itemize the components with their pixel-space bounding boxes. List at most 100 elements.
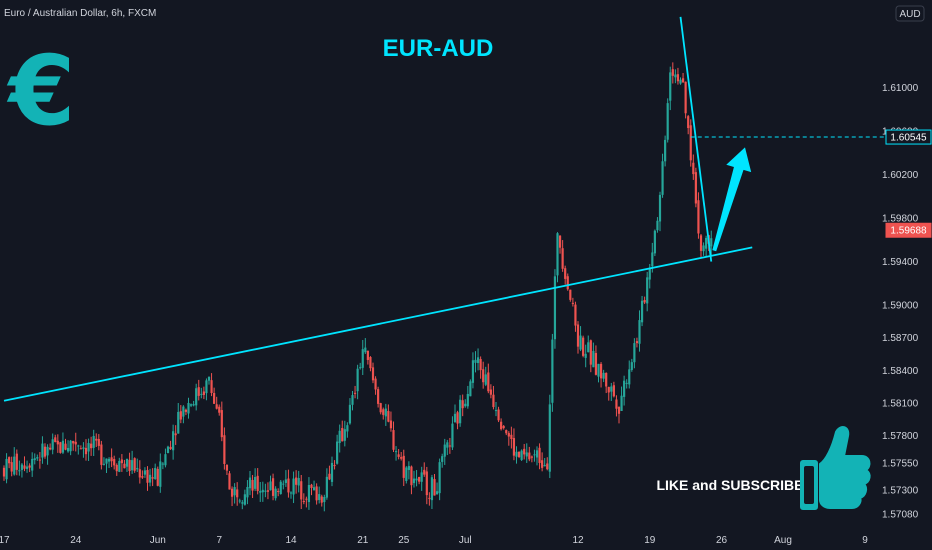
candle (346, 422, 349, 438)
candle (607, 386, 610, 401)
candle (546, 457, 549, 471)
candle (279, 479, 282, 495)
candle (497, 406, 500, 423)
candle (310, 483, 313, 496)
candle (23, 456, 26, 472)
candle (323, 494, 326, 512)
candle (451, 416, 454, 450)
candle (289, 491, 293, 499)
candle (69, 439, 72, 456)
candle (671, 62, 674, 84)
candle (136, 458, 139, 473)
candle (435, 482, 439, 495)
candle (295, 470, 298, 494)
y-tick-label: 1.58100 (882, 398, 919, 409)
candle (248, 471, 252, 496)
price-tag-label: 1.60545 (890, 133, 927, 144)
x-tick-label: 7 (216, 535, 222, 546)
candle (230, 486, 234, 507)
candle (20, 462, 24, 478)
candle (420, 466, 423, 491)
candle (82, 442, 85, 458)
candle (51, 433, 54, 455)
candle (612, 381, 615, 398)
candle (41, 436, 44, 464)
candle (271, 473, 275, 501)
like-subscribe-text: LIKE and SUBSCRIBE (656, 477, 803, 493)
candle (184, 408, 188, 416)
candle (520, 449, 523, 462)
candle (410, 465, 413, 495)
candle (205, 378, 208, 401)
candle (133, 457, 136, 473)
candle (74, 432, 77, 452)
candle (154, 463, 157, 480)
x-axis: 17 24 Jun 7 14 21 25 Jul 12 19 26 Aug 9 (0, 535, 868, 546)
candle (18, 460, 21, 476)
candle (225, 464, 229, 476)
candle (681, 72, 685, 83)
candle (705, 235, 708, 257)
candle (484, 366, 487, 387)
candle (366, 350, 369, 365)
candle (302, 493, 305, 505)
candle (623, 375, 626, 406)
candle (382, 407, 385, 420)
candle (482, 361, 485, 389)
candle (118, 457, 121, 473)
candle (59, 441, 62, 454)
candle (356, 364, 359, 400)
support-trendline[interactable] (3, 246, 753, 402)
candle (500, 418, 503, 431)
candle (123, 459, 126, 469)
candle (469, 379, 472, 397)
candle (8, 456, 11, 469)
candle (261, 481, 264, 502)
candle (476, 348, 480, 371)
candle (569, 289, 572, 302)
candle (31, 452, 34, 477)
candles-group (2, 62, 713, 512)
candle (412, 470, 416, 488)
candle (443, 438, 446, 465)
candle (213, 387, 216, 404)
candle (418, 476, 421, 485)
candle (156, 466, 159, 487)
candle (710, 230, 713, 256)
candle (218, 404, 221, 416)
candle (628, 360, 631, 389)
candle (492, 385, 495, 410)
candle (246, 480, 249, 505)
candle (107, 457, 111, 469)
candle (223, 427, 226, 470)
candle (433, 474, 436, 496)
candle (318, 486, 321, 504)
euro-symbol-icon: € (7, 35, 76, 147)
candle (102, 457, 106, 466)
candle (461, 394, 464, 417)
candle (592, 342, 595, 368)
candle (666, 98, 669, 143)
candle (210, 373, 213, 397)
candle (5, 453, 8, 484)
currency-button[interactable]: AUD (895, 5, 925, 22)
candle (571, 297, 574, 307)
candle (95, 433, 98, 447)
candle (351, 390, 354, 411)
candle (54, 434, 57, 443)
y-tick-label: 1.58700 (882, 333, 919, 344)
candle (587, 335, 590, 353)
candle (459, 395, 462, 427)
candle (113, 455, 116, 470)
resistance-trendline[interactable] (679, 16, 713, 262)
x-tick-label: Aug (774, 535, 792, 546)
x-tick-label: Jul (459, 535, 472, 546)
candle (174, 425, 177, 445)
candle (487, 363, 490, 394)
candle (84, 439, 88, 461)
candle (148, 468, 152, 487)
price-tags: 1.60545 1.59688 (885, 129, 932, 238)
candle (466, 385, 469, 409)
